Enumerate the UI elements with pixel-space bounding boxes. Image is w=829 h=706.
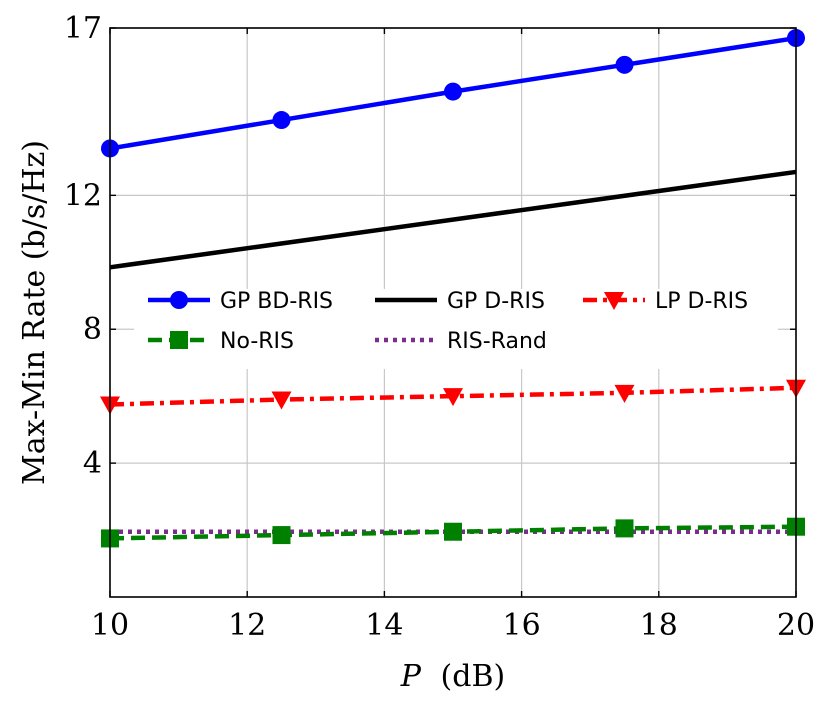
legend-box (134, 289, 778, 369)
legend-entry-gp-d-ris: GP D-RIS (375, 289, 545, 314)
series-lp-d-ris (100, 379, 806, 415)
x-axis-variable: P (400, 659, 422, 694)
y-tick-label: 17 (64, 11, 102, 46)
legend-entry-no-ris: No-RIS (148, 329, 294, 354)
y-axis-label: Max-Min Rate (b/s/Hz) (17, 140, 52, 485)
x-tick-label: 20 (777, 608, 815, 643)
data-point-gp-bd-ris (272, 111, 291, 130)
data-point-no-ris (444, 522, 462, 541)
x-tick-label: 18 (640, 608, 678, 643)
legend-entry-ris-rand: RIS-Rand (375, 329, 547, 354)
legend-marker (170, 291, 188, 309)
data-point-no-ris (615, 519, 634, 538)
data-point-gp-bd-ris (615, 55, 634, 74)
legend-label: LP D-RIS (655, 289, 748, 314)
data-point-lp-d-ris (443, 388, 463, 407)
x-axis-label: P (dB) (400, 659, 505, 694)
legend-marker (604, 292, 624, 310)
x-tick-label: 14 (365, 608, 403, 643)
y-tick-label: 12 (64, 178, 102, 213)
series-gp-bd-ris (101, 29, 805, 158)
series-layer (100, 29, 806, 548)
x-tick-label: 12 (228, 608, 266, 643)
data-point-lp-d-ris (271, 391, 292, 410)
legend-label: RIS-Rand (447, 329, 547, 354)
y-tick-label: 4 (83, 446, 102, 481)
series-no-ris (101, 517, 805, 548)
series-gp-d-ris (109, 169, 797, 270)
axis-ticks (109, 27, 797, 597)
data-point-gp-bd-ris (444, 82, 462, 101)
legend-label: GP D-RIS (447, 289, 545, 314)
legend: GP BD-RIS GP D-RIS LP D-RIS No-RIS RIS-Rand (134, 289, 778, 369)
legend-entry-lp-d-ris: LP D-RIS (583, 289, 748, 314)
legend-label: No-RIS (220, 329, 294, 354)
tick-labels: 10 12 14 16 18 20 4 8 12 17 (64, 11, 815, 643)
y-tick-label: 8 (83, 312, 102, 347)
legend-entry-gp-bd-ris: GP BD-RIS (148, 289, 333, 314)
legend-label: GP BD-RIS (220, 289, 333, 314)
legend-marker (170, 331, 188, 349)
x-tick-label: 10 (91, 608, 129, 643)
data-point-lp-d-ris (614, 384, 635, 403)
plot-frame (109, 27, 797, 598)
x-tick-label: 16 (503, 608, 541, 643)
data-point-no-ris (272, 526, 291, 545)
series-line-gp-d-ris (109, 169, 797, 270)
x-axis-unit: (dB) (441, 659, 506, 694)
